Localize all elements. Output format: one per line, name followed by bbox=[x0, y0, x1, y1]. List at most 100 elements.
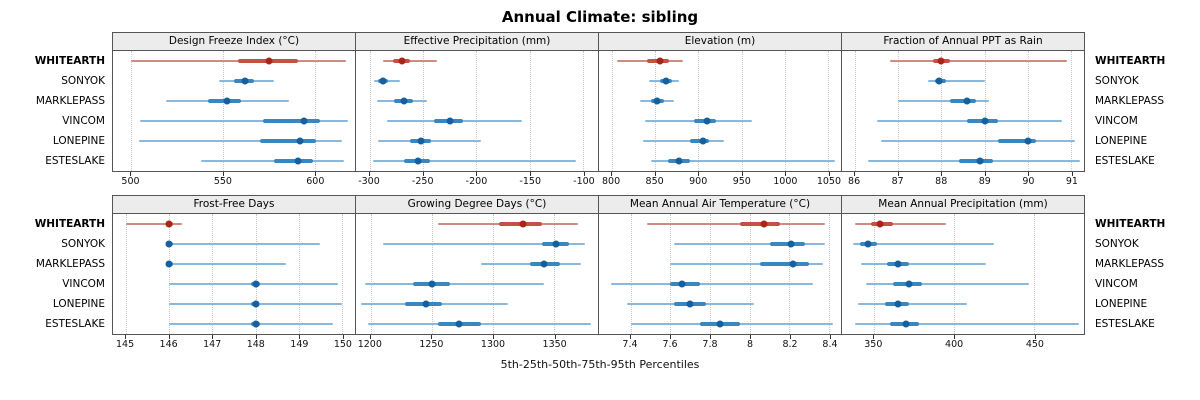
gridline bbox=[954, 214, 956, 334]
gridline bbox=[854, 51, 856, 171]
tick-label: 88 bbox=[935, 176, 948, 187]
gridline bbox=[784, 51, 786, 171]
site-row bbox=[113, 234, 355, 254]
tick-label: 90 bbox=[1022, 176, 1035, 187]
gridline bbox=[369, 51, 371, 171]
gridline bbox=[492, 214, 494, 334]
tick-label: 450 bbox=[1025, 339, 1044, 350]
median-dot bbox=[787, 240, 795, 248]
tick-label: 8.4 bbox=[822, 339, 838, 350]
site-row bbox=[842, 214, 1084, 234]
site-row bbox=[842, 51, 1084, 71]
site-row bbox=[842, 274, 1084, 294]
panel-title: Mean Annual Air Temperature (°C) bbox=[599, 196, 841, 214]
tick-label: -200 bbox=[465, 176, 488, 187]
gridline bbox=[314, 51, 316, 171]
median-dot bbox=[662, 77, 670, 85]
median-dot bbox=[902, 320, 910, 328]
chart-caption: 5th-25th-50th-75th-95th Percentiles bbox=[500, 358, 700, 371]
panel: Frost-Free Days 145 146 147 148 149 150 bbox=[112, 195, 356, 352]
median-dot bbox=[540, 260, 548, 268]
tick-label: 7.6 bbox=[662, 339, 678, 350]
site-labels-left: WHITEARTH SONYOK MARKLEPASS VINCOM LONEPINE E… bbox=[0, 32, 112, 189]
median-dot bbox=[300, 117, 308, 125]
tick-mark bbox=[299, 335, 301, 339]
site-row bbox=[113, 151, 355, 171]
median-dot bbox=[519, 220, 527, 228]
interval-25-75 bbox=[259, 139, 317, 143]
x-axis: 500 550 600 bbox=[112, 172, 356, 189]
site-label: VINCOM bbox=[62, 115, 105, 127]
median-dot bbox=[446, 117, 454, 125]
interval-5-95 bbox=[670, 263, 824, 265]
site-row bbox=[599, 51, 841, 71]
gridline bbox=[212, 214, 214, 334]
interval-25-75 bbox=[950, 99, 976, 103]
site-labels-right: WHITEARTH SONYOK MARKLEPASS VINCOM LONEPINE E… bbox=[1088, 32, 1200, 189]
median-dot bbox=[400, 97, 408, 105]
tick-mark bbox=[1028, 172, 1030, 176]
gridline bbox=[698, 51, 700, 171]
tick-mark bbox=[342, 335, 344, 339]
tick-label: 86 bbox=[848, 176, 861, 187]
interval-5-95 bbox=[898, 100, 989, 102]
panel: Effective Precipitation (mm) -300 -250 -200… bbox=[355, 32, 599, 189]
site-row bbox=[356, 91, 598, 111]
interval-25-75 bbox=[769, 242, 806, 246]
tick-label: 600 bbox=[306, 176, 325, 187]
panel-plot bbox=[113, 51, 355, 171]
gridline bbox=[655, 51, 657, 171]
tick-label: 1350 bbox=[542, 339, 567, 350]
trellis-band-bottom: WHITEARTH SONYOK MARKLEPASS VINCOM LONEPINE E… bbox=[0, 195, 1200, 352]
site-row bbox=[356, 214, 598, 234]
site-row bbox=[356, 131, 598, 151]
median-dot bbox=[294, 157, 302, 165]
median-dot bbox=[296, 137, 304, 145]
median-dot bbox=[165, 260, 173, 268]
tick-mark bbox=[222, 172, 224, 176]
tick-label: 146 bbox=[159, 339, 178, 350]
tick-label: 8 bbox=[746, 339, 754, 350]
interval-5-95 bbox=[650, 160, 835, 162]
site-label: LONEPINE bbox=[1095, 298, 1148, 310]
tick-mark bbox=[476, 172, 478, 176]
site-label: WHITEARTH bbox=[34, 218, 105, 230]
median-dot bbox=[252, 300, 260, 308]
tick-mark bbox=[709, 335, 711, 339]
tick-label: 149 bbox=[290, 339, 309, 350]
panel-title: Growing Degree Days (°C) bbox=[356, 196, 598, 214]
panel-box: Elevation (m) bbox=[598, 32, 842, 172]
tick-mark bbox=[741, 172, 743, 176]
tick-mark bbox=[829, 335, 831, 339]
site-row bbox=[599, 91, 841, 111]
panel-plot bbox=[842, 51, 1084, 171]
panel-title: Frost-Free Days bbox=[113, 196, 355, 214]
site-row bbox=[356, 51, 598, 71]
median-dot bbox=[789, 260, 797, 268]
tick-label: 1300 bbox=[480, 339, 506, 350]
gridline bbox=[222, 51, 224, 171]
median-dot bbox=[963, 97, 971, 105]
panel: Growing Degree Days (°C) 1200 1250 1300 1350 bbox=[355, 195, 599, 352]
tick-mark bbox=[629, 335, 631, 339]
tick-label: 147 bbox=[203, 339, 222, 350]
gridline bbox=[1027, 51, 1029, 171]
site-row bbox=[842, 91, 1084, 111]
tick-mark bbox=[785, 172, 787, 176]
tick-label: 350 bbox=[864, 339, 883, 350]
gridline bbox=[583, 51, 585, 171]
median-dot bbox=[760, 220, 768, 228]
site-label: ESTESLAKE bbox=[45, 155, 105, 167]
tick-mark bbox=[583, 172, 585, 176]
tick-label: 1000 bbox=[773, 176, 798, 187]
interval-5-95 bbox=[928, 80, 985, 82]
panel-box: Mean Annual Precipitation (mm) bbox=[841, 195, 1085, 335]
median-dot bbox=[894, 300, 902, 308]
interval-5-95 bbox=[140, 120, 348, 122]
panel-plot bbox=[356, 214, 598, 334]
tick-mark bbox=[315, 172, 317, 176]
interval-5-95 bbox=[853, 243, 995, 245]
tick-mark bbox=[554, 335, 556, 339]
site-row bbox=[356, 71, 598, 91]
panel-plot bbox=[842, 214, 1084, 334]
